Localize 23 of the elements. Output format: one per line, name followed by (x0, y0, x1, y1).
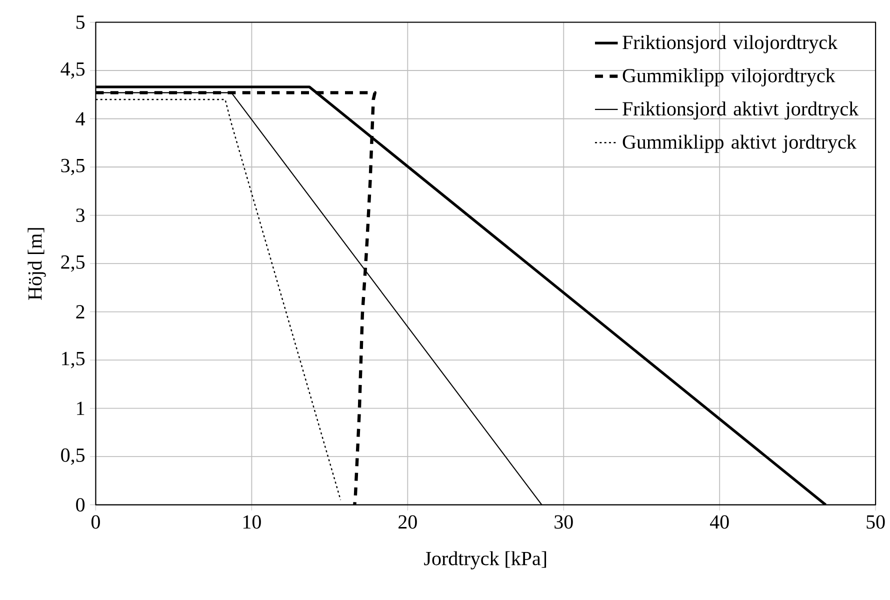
x-tick-label: 30 (554, 515, 573, 529)
y-tick-label: 3,5 (61, 158, 85, 176)
y-tick-label: 3 (76, 208, 85, 222)
y-axis-title: Höjd [m] (28, 228, 46, 300)
y-tick-label: 0 (76, 498, 85, 512)
x-tick-label: 50 (866, 515, 885, 529)
y-tick-label: 1 (77, 402, 84, 415)
x-axis-title: Jordtryck [kPa] (424, 551, 546, 570)
y-tick-label: 4 (76, 112, 85, 126)
x-tick-label: 40 (710, 515, 729, 529)
x-tick-label: 10 (243, 515, 261, 529)
x-tick-label: 20 (398, 515, 417, 529)
y-tick-label: 4,5 (60, 62, 85, 79)
y-tick-label: 5 (76, 16, 85, 29)
y-tick-label: 0,5 (61, 448, 85, 465)
y-tick-label: 1,5 (62, 352, 85, 368)
y-tick-label: 2 (76, 305, 84, 318)
x-tick-label: 0 (91, 515, 100, 529)
legend-label: Friktionsjord aktivt jordtryck (622, 102, 859, 120)
legend-label: Gummiklipp aktivt jordtryck (622, 134, 856, 153)
y-tick-label: 2,5 (61, 255, 85, 272)
legend-label: Gummiklipp vilojordtryck (622, 68, 836, 87)
legend-label: Friktionsjord vilojordtryck (622, 35, 838, 54)
